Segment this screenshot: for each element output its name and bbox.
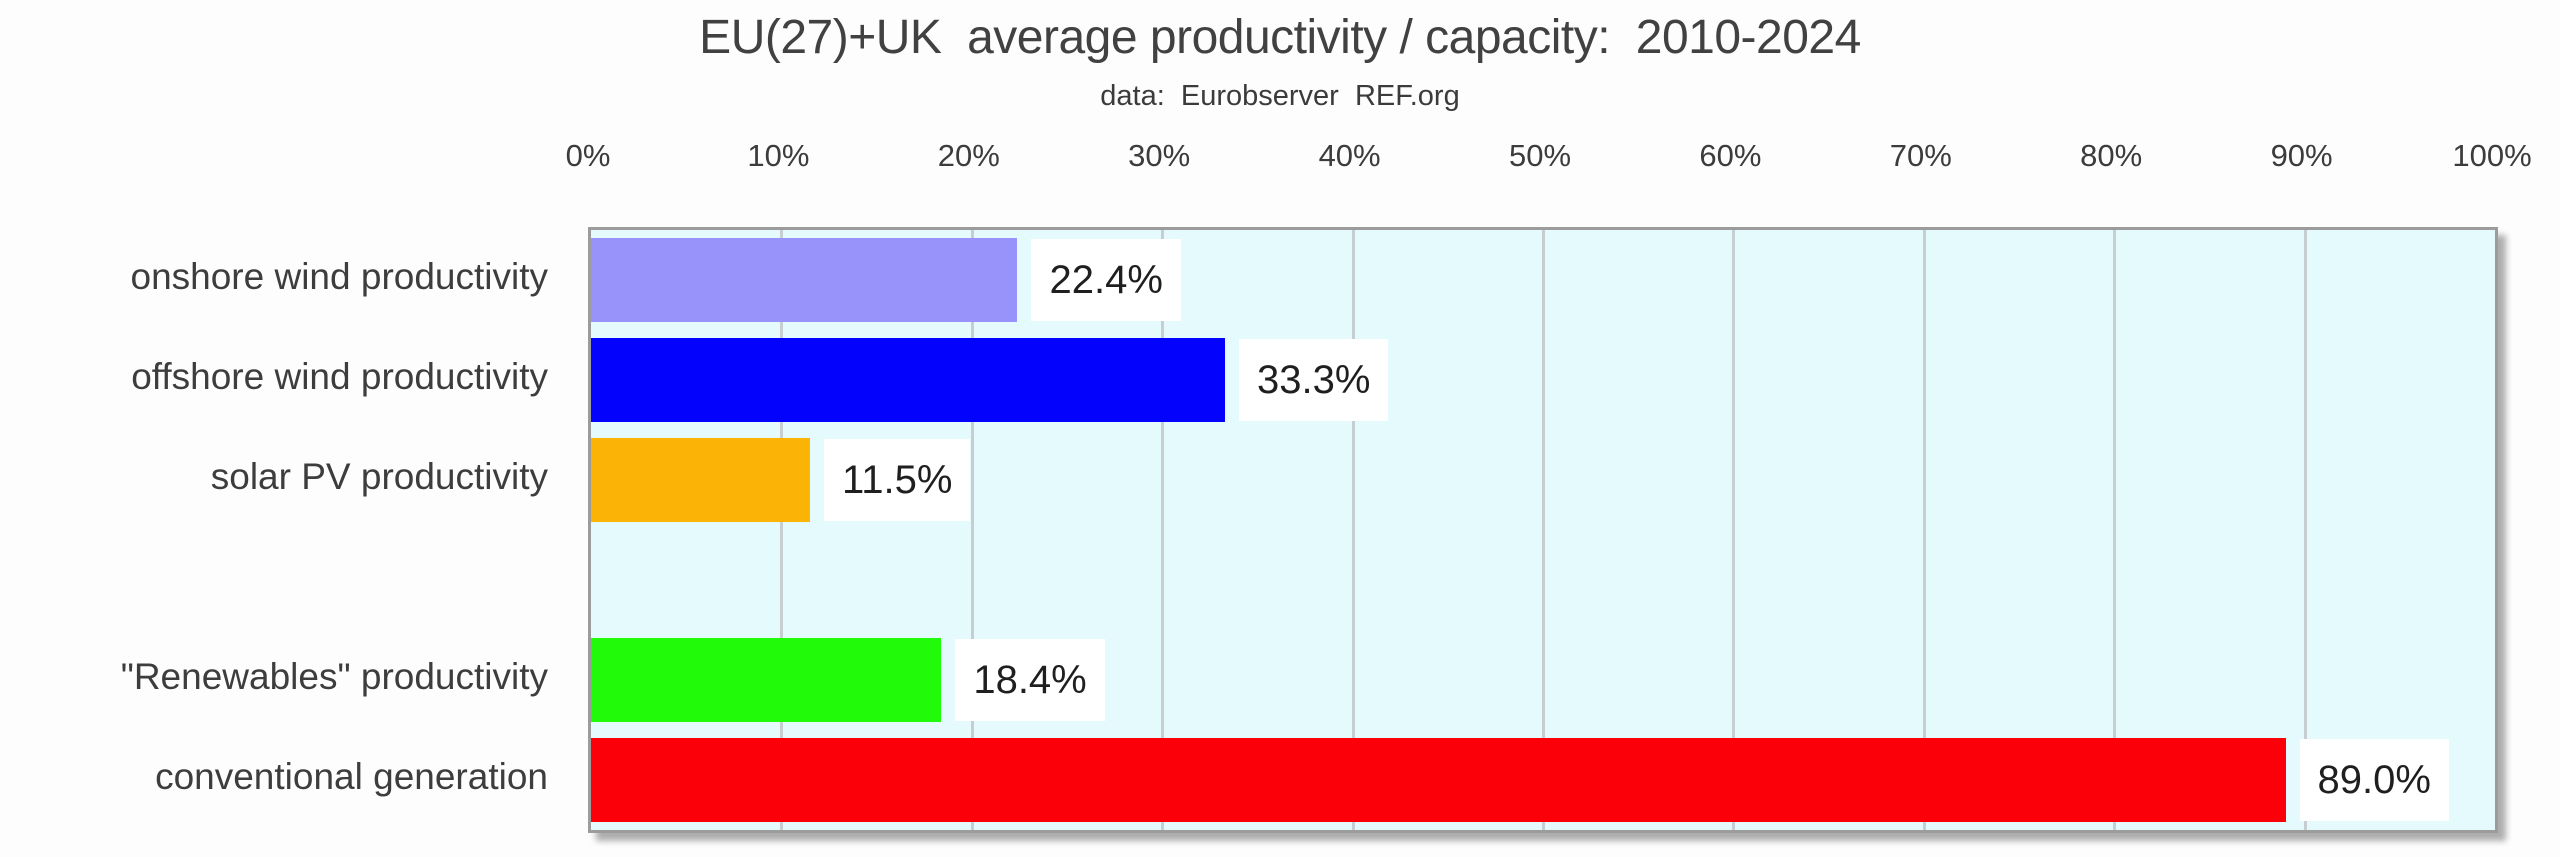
tick-label: 40% <box>1318 138 1381 173</box>
tick-label: 60% <box>1699 138 1762 173</box>
tick-label: 30% <box>1128 138 1191 173</box>
plot-area: 22.4% 33.3% 11.5% 18.4% 89.0% <box>588 227 2498 833</box>
category-label: solar PV productivity <box>210 456 548 497</box>
bar-value-label: 18.4% <box>955 639 1105 721</box>
chart-title: EU(27)+UK average productivity / capacit… <box>699 11 1861 64</box>
y-axis-category-labels: onshore wind productivity offshore wind p… <box>0 227 548 827</box>
gridline <box>1351 230 1355 830</box>
gridline <box>2113 230 2117 830</box>
gridline <box>970 230 974 830</box>
gridline <box>2303 230 2307 830</box>
bar-value-label: 33.3% <box>1239 339 1389 421</box>
tick-label: 20% <box>937 138 1000 173</box>
category-label: offshore wind productivity <box>131 356 548 397</box>
bar-value-label: 22.4% <box>1031 239 1181 321</box>
category-label: onshore wind productivity <box>130 256 549 297</box>
tick-label: 50% <box>1508 138 1572 173</box>
bar <box>591 638 942 722</box>
bar <box>591 438 810 522</box>
chart-subtitle: data: Eurobserver REF.org <box>1100 80 1460 112</box>
tick-label: 70% <box>1889 138 1952 173</box>
tick-label: 100% <box>2452 138 2532 173</box>
gridline <box>1922 230 1926 830</box>
category-label: conventional generation <box>155 756 548 797</box>
gridline <box>780 230 784 830</box>
tick-label: 90% <box>2270 138 2333 173</box>
bar <box>591 338 1226 422</box>
bar <box>591 238 1018 322</box>
bar <box>591 738 2286 822</box>
tick-label: 80% <box>2080 138 2143 173</box>
bar-value-label: 89.0% <box>2299 739 2449 821</box>
gridline <box>1732 230 1736 830</box>
bar-value-label: 11.5% <box>823 439 971 521</box>
tick-label: 0% <box>565 138 611 173</box>
gridline <box>1542 230 1545 830</box>
category-label: "Renewables" productivity <box>120 656 548 697</box>
gridline <box>1161 230 1165 830</box>
tick-label: 10% <box>747 138 810 173</box>
x-axis: 0% 10% 20% 30% 40% 50% 60% 70% 80% 90% 100% <box>566 138 2532 182</box>
